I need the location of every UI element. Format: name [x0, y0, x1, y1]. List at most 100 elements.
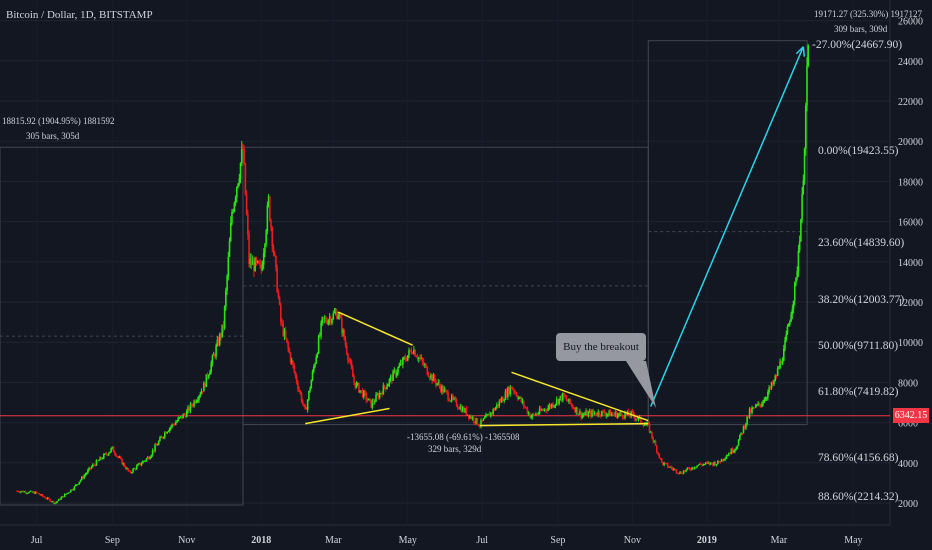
candle-body	[84, 474, 87, 476]
candle-body	[226, 276, 228, 291]
candle-body	[311, 371, 314, 381]
candle-body	[464, 408, 466, 413]
candle-body	[290, 360, 293, 363]
candle-body	[352, 368, 354, 377]
candle-body	[88, 467, 90, 470]
x-tick-label: Nov	[178, 535, 195, 546]
candle-body	[570, 403, 573, 405]
candle-body	[59, 499, 61, 500]
candle-body	[574, 408, 576, 413]
candle-body	[192, 405, 194, 407]
candle-body	[344, 339, 347, 346]
candle-body	[279, 304, 282, 322]
candle-body	[392, 371, 394, 381]
y-tick-label: 4000	[898, 459, 918, 470]
candle-body	[515, 392, 518, 397]
candle-body	[571, 404, 574, 408]
candle-body	[171, 424, 173, 427]
candle-body	[220, 334, 222, 337]
candle-body	[525, 407, 527, 409]
candle-body	[294, 371, 297, 376]
candle-body	[643, 424, 646, 426]
candle-body	[469, 415, 471, 419]
candle-body	[231, 212, 233, 223]
candle-body	[218, 334, 221, 345]
candle-body	[721, 458, 724, 461]
x-tick-label: 2018	[251, 535, 271, 546]
candle-body	[282, 323, 285, 336]
candle-body	[679, 472, 681, 474]
candle-body	[237, 183, 239, 188]
candle-body	[616, 414, 619, 418]
candle-body	[696, 465, 698, 468]
callout-pointer	[626, 361, 656, 408]
candle-body	[691, 467, 694, 470]
candle-body	[109, 451, 111, 454]
candle-body	[117, 456, 120, 458]
candle-body	[776, 368, 779, 376]
candle-body	[112, 446, 115, 452]
candle-body	[624, 413, 626, 418]
candle-body	[209, 371, 211, 376]
candle-body	[133, 468, 136, 470]
candle-body	[752, 407, 755, 409]
candle-body	[378, 393, 381, 398]
candle-body	[101, 458, 104, 460]
candle-body	[137, 464, 139, 466]
candle-body	[579, 411, 581, 414]
candle-body	[411, 353, 414, 355]
candle-body	[575, 407, 578, 413]
candle-body	[732, 451, 735, 453]
candle-body	[620, 412, 623, 415]
candle-body	[785, 334, 788, 341]
candle-body	[729, 453, 731, 455]
candle-body	[334, 311, 337, 313]
candle-body	[265, 231, 267, 245]
candle-body	[748, 408, 751, 418]
candle-body	[447, 392, 449, 400]
candle-body	[758, 402, 761, 405]
candle-body	[73, 486, 76, 490]
candle-body	[253, 260, 255, 272]
candle-body	[66, 492, 68, 494]
candles	[16, 44, 810, 505]
candle-body	[585, 410, 587, 415]
candle-body	[670, 466, 673, 469]
candle-body	[552, 403, 554, 407]
candle-body	[789, 321, 791, 324]
candle-body	[354, 382, 357, 388]
projection-arrow-head	[795, 46, 806, 57]
candle-body	[153, 450, 155, 452]
candle-body	[82, 476, 84, 479]
candle-body	[753, 407, 756, 409]
candle-body	[724, 458, 726, 460]
candle-body	[39, 494, 42, 496]
candle-body	[78, 481, 81, 485]
candle-body	[131, 472, 133, 474]
candle-body	[804, 105, 807, 149]
candle-body	[773, 380, 775, 385]
candle-body	[695, 467, 697, 469]
measure-3-line2: 309 bars, 309d	[834, 24, 888, 34]
candle-body	[612, 413, 614, 415]
candle-body	[422, 361, 425, 366]
candle-body	[551, 403, 553, 408]
candle-body	[287, 341, 289, 349]
candle-body	[100, 457, 103, 459]
candle-body	[463, 407, 465, 413]
candle-body	[301, 401, 304, 404]
candle-body	[176, 421, 178, 423]
candle-body	[497, 404, 499, 406]
candle-body	[67, 492, 70, 494]
candle-body	[642, 424, 645, 426]
candle-body	[583, 414, 586, 415]
y-tick-label: 12000	[898, 298, 923, 309]
candle-body	[807, 45, 810, 66]
candle-body	[29, 490, 32, 492]
candle-body	[751, 408, 753, 413]
candle-body	[555, 399, 558, 405]
candle-body	[740, 433, 742, 435]
candle-body	[382, 385, 385, 395]
candle-body	[806, 65, 808, 106]
